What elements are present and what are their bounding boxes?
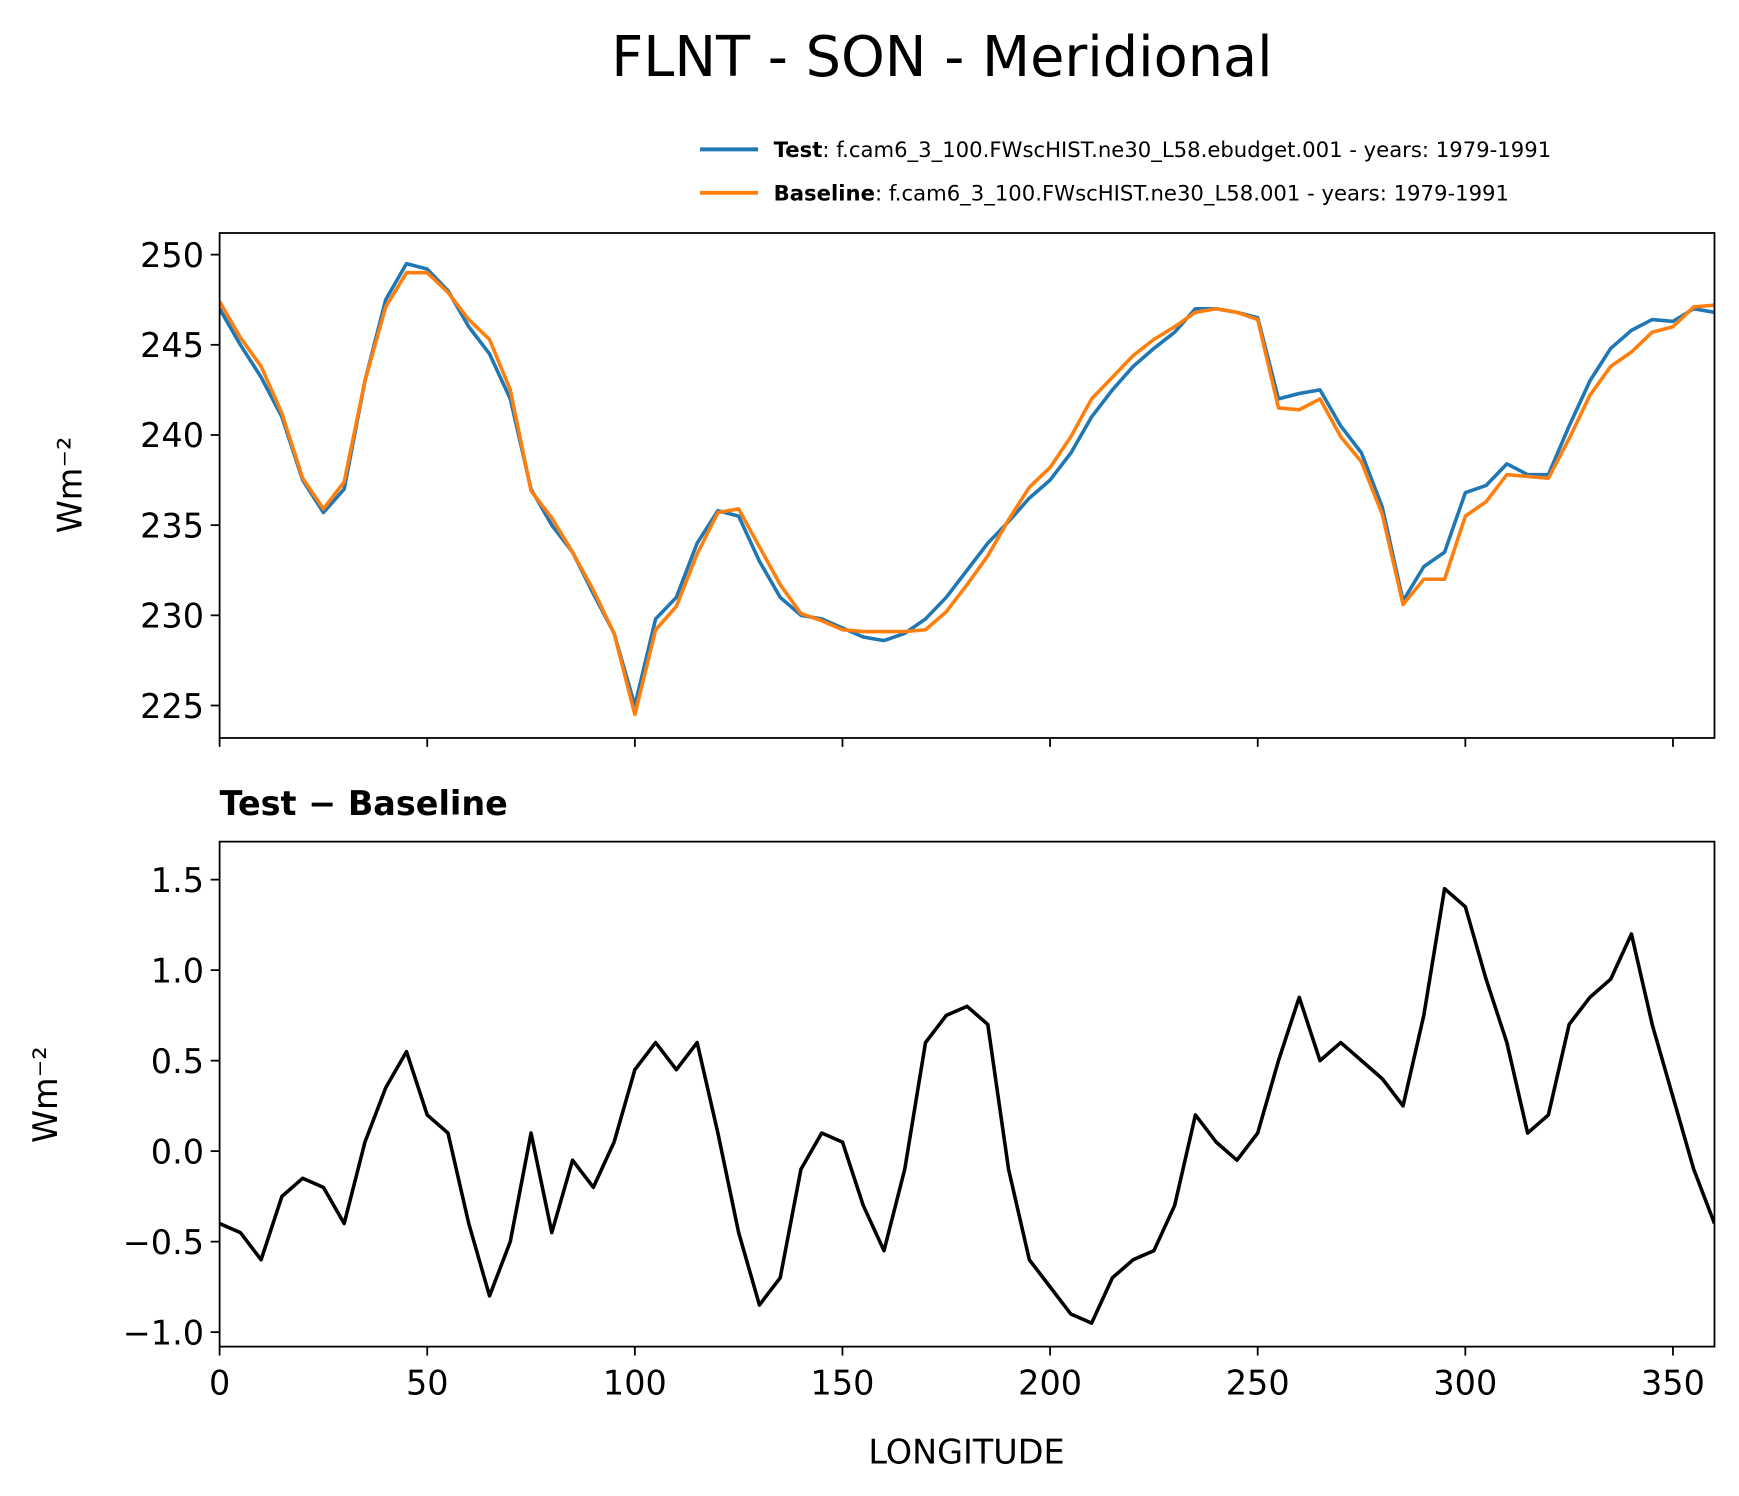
- data-line: [219, 886, 1715, 1325]
- axes-frame: [218, 232, 1716, 739]
- y-axis-label: Wm⁻²: [50, 437, 89, 534]
- x-tick-label: 100: [603, 1364, 667, 1403]
- legend-name: Test: [774, 137, 823, 162]
- y-tick-label: 245: [140, 326, 204, 365]
- legend-entry: Baseline: f.cam6_3_100.FWscHIST.ne30_L58…: [774, 181, 1509, 207]
- axes-frame: [218, 840, 1716, 1348]
- y-tick-label: 250: [140, 236, 204, 275]
- y-tick-label: 1.0: [151, 951, 204, 990]
- y-tick-label: −0.5: [123, 1223, 204, 1262]
- legend-entry: Test: f.cam6_3_100.FWscHIST.ne30_L58.ebu…: [774, 137, 1552, 163]
- legend-description: : f.cam6_3_100.FWscHIST.ne30_L58.001 - y…: [875, 181, 1509, 207]
- y-tick-label: 225: [140, 687, 204, 726]
- x-tick-label: 0: [209, 1364, 230, 1403]
- legend-description: : f.cam6_3_100.FWscHIST.ne30_L58.ebudget…: [822, 137, 1551, 163]
- data-line: [219, 261, 1715, 708]
- plot-area: [219, 886, 1715, 1325]
- x-axis-label: LONGITUDE: [868, 1433, 1064, 1472]
- x-tick-label: 350: [1641, 1364, 1705, 1403]
- x-tick-label: 50: [406, 1364, 449, 1403]
- y-tick-label: 0.5: [151, 1042, 204, 1081]
- legend-name: Baseline: [774, 181, 875, 206]
- data-line: [219, 270, 1715, 717]
- y-tick-label: −1.0: [123, 1313, 204, 1352]
- subplot-title: Test − Baseline: [220, 784, 508, 823]
- plot-area: [219, 261, 1715, 717]
- x-tick-label: 300: [1433, 1364, 1497, 1403]
- x-tick-label: 150: [811, 1364, 875, 1403]
- y-tick-label: 0.0: [151, 1132, 204, 1171]
- y-tick-label: 235: [140, 506, 204, 545]
- y-tick-label: 240: [140, 416, 204, 455]
- chart-title: FLNT - SON - Meridional: [611, 25, 1272, 90]
- x-tick-label: 250: [1226, 1364, 1290, 1403]
- x-tick-label: 200: [1018, 1364, 1082, 1403]
- y-tick-label: 1.5: [151, 861, 204, 900]
- y-axis-label: Wm⁻²: [26, 1046, 65, 1143]
- y-tick-label: 230: [140, 597, 204, 636]
